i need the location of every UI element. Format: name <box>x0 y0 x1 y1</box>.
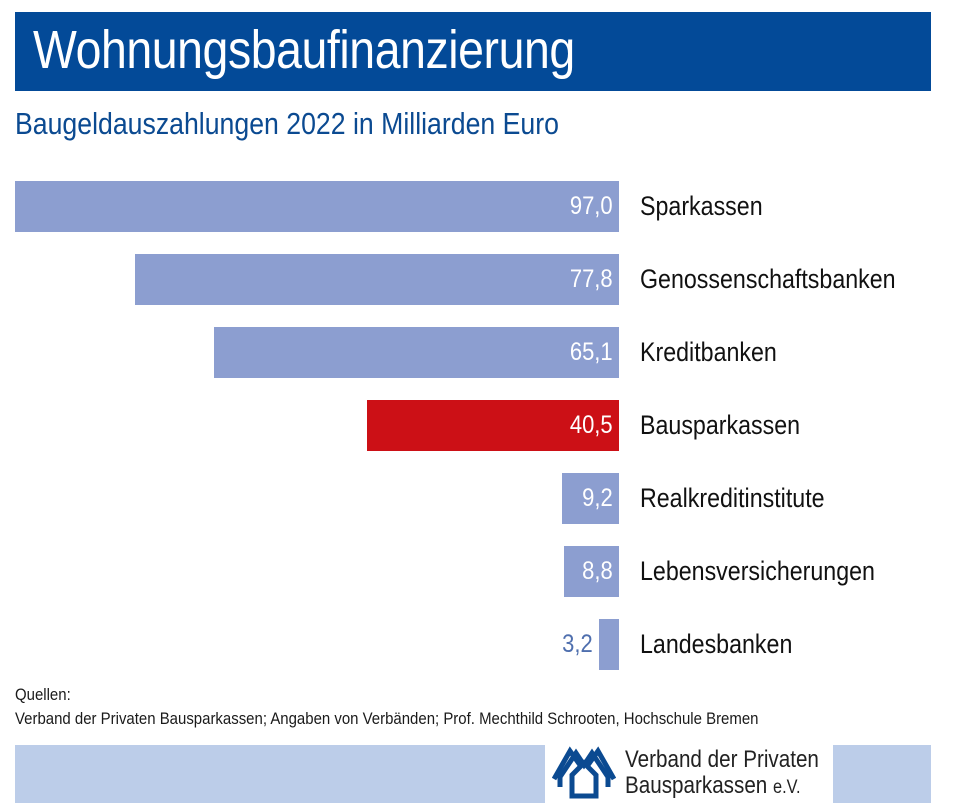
houses-logo-icon <box>552 746 616 799</box>
bar-chart: 97,0 Sparkassen 77,8 Genossenschaftsbanken 6… <box>15 181 896 670</box>
bar-bausparkassen <box>367 400 619 451</box>
category-label: Landesbanken <box>640 629 793 659</box>
logo-line2: Bausparkassen <box>625 772 768 799</box>
category-label: Bausparkassen <box>640 410 801 440</box>
bar-kreditbanken <box>214 327 619 378</box>
sources-text: Verband der Privaten Bausparkassen; Anga… <box>15 709 759 728</box>
category-label: Lebensversicherungen <box>640 556 875 586</box>
value-label: 65,1 <box>570 338 613 366</box>
bar-landesbanken <box>599 619 619 670</box>
logo-text: Verband der Privaten Bausparkassen e.V. <box>625 747 819 801</box>
value-label: 8,8 <box>582 557 613 585</box>
logo-line1: Verband der Privaten <box>625 746 819 773</box>
bar-lebensversicherungen <box>564 546 619 597</box>
value-label: 77,8 <box>570 265 613 293</box>
sources: Quellen: Verband der Privaten Bausparkas… <box>15 683 758 731</box>
chart-subtitle: Baugeldauszahlungen 2022 in Milliarden E… <box>15 106 559 141</box>
category-label: Realkreditinstitute <box>640 483 825 513</box>
bar-genossenschaftsbanken <box>135 254 619 305</box>
category-label: Kreditbanken <box>640 337 777 367</box>
bar-realkreditinstitute <box>562 473 619 524</box>
logo-suffix: e.V. <box>773 777 801 798</box>
sources-label: Quellen: <box>15 685 71 704</box>
value-label: 97,0 <box>570 192 613 220</box>
category-label: Genossenschaftsbanken <box>640 264 896 294</box>
value-label: 9,2 <box>582 484 613 512</box>
bar-sparkassen <box>15 181 619 232</box>
title-banner: Wohnungsbaufinanzierung <box>15 12 931 91</box>
category-label: Sparkassen <box>640 191 763 221</box>
value-label: 3,2 <box>562 630 593 658</box>
value-label: 40,5 <box>570 411 613 439</box>
chart-title: Wohnungsbaufinanzierung <box>33 20 575 80</box>
